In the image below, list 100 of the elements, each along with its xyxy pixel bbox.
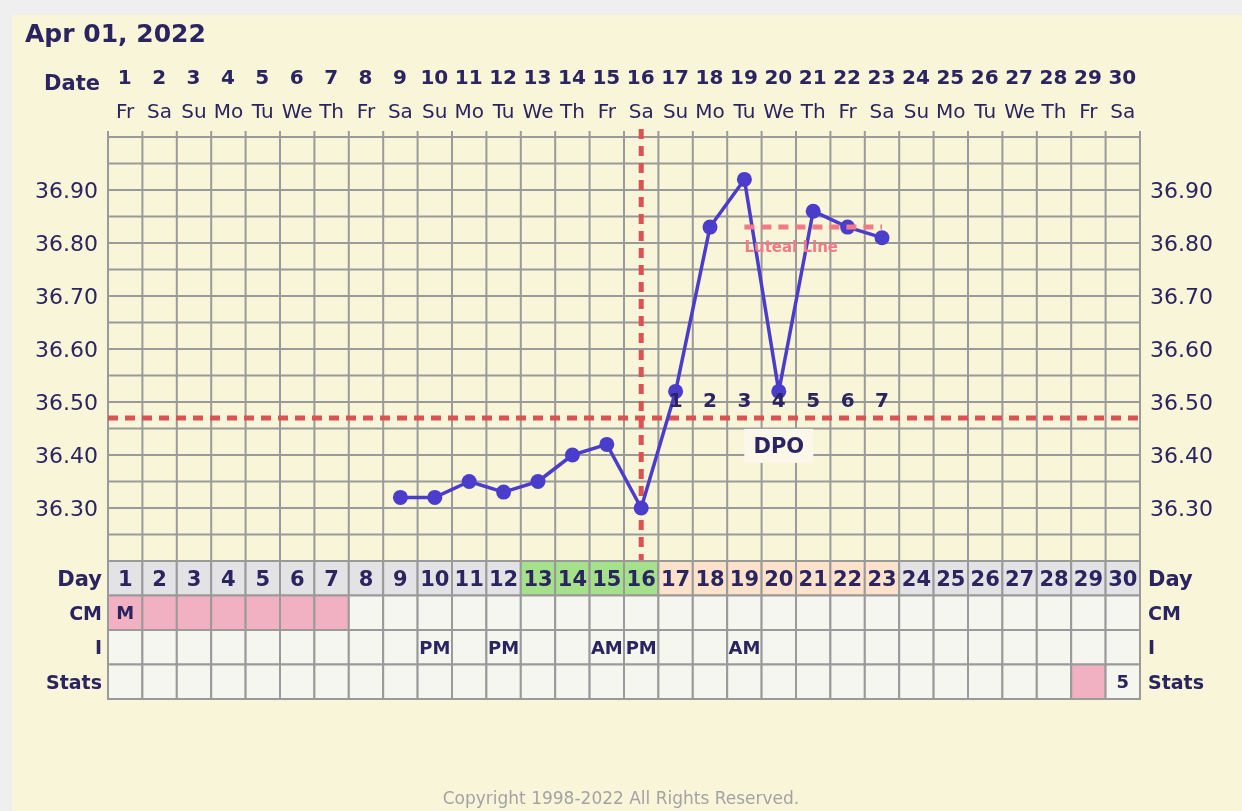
y-tick-label: 36.40 (35, 442, 98, 468)
x-tick-label: 1 Fr (116, 65, 139, 123)
annotation: 3 (737, 388, 752, 413)
x-tick-label: 2 Sa (147, 65, 174, 123)
x-tick-label: 8 Fr (356, 65, 380, 123)
x-tick-label: 23 Sa (867, 65, 903, 123)
text: AM (728, 636, 761, 658)
x-tick-label: 25 Mo (936, 65, 972, 123)
data-label: 18 (695, 566, 725, 591)
category-label: CM (1148, 601, 1181, 624)
data-label: 20 (764, 566, 794, 591)
data-label: 9 (393, 566, 408, 591)
data-label: 24 (901, 566, 932, 591)
data-label: 15 (592, 566, 622, 591)
data-label: 13 (523, 566, 553, 591)
x-tick-label: 29 Fr (1074, 65, 1109, 123)
data-label: 26 (970, 566, 1000, 591)
y2-tick-label: 36.40 (1150, 442, 1213, 468)
x-tick-label: 20 We (763, 65, 800, 123)
point (599, 436, 615, 452)
x-tick-label: 28 Th (1039, 65, 1075, 123)
category-label: Stats (46, 670, 102, 693)
data-label: 10 (420, 566, 450, 591)
data-label: 5 (255, 566, 271, 591)
data-label: 11 (454, 566, 484, 591)
data-label: 21 (798, 566, 828, 591)
x-tick-label: 3 Su (181, 65, 208, 123)
y-tick-label: 36.60 (35, 336, 98, 362)
category-label: I (94, 636, 102, 659)
annotation: 6 (840, 388, 855, 413)
x-tick-label: 12 Tu (489, 65, 524, 123)
text: AM (590, 636, 623, 658)
annotation: 7 (875, 388, 889, 413)
x-tick-label: 6 We (281, 65, 313, 123)
data-label: 14 (557, 566, 588, 591)
point (530, 474, 546, 489)
y2-tick-label: 36.80 (1150, 230, 1213, 256)
x-tick-label: 19 Tu (730, 65, 765, 123)
text: PM (488, 636, 520, 658)
data-label: 8 (358, 566, 374, 591)
data-label: 27 (1004, 566, 1035, 591)
text: PM (625, 636, 657, 658)
category-label: Stats (1148, 670, 1204, 693)
annotation: 2 (703, 388, 717, 413)
y-tick-label: 36.70 (35, 283, 98, 309)
x-tick-label: 14 Th (558, 65, 593, 123)
data-label: 22 (832, 566, 863, 591)
annotation: 1 (668, 388, 683, 413)
point (564, 447, 580, 463)
data-label: 19 (729, 566, 760, 591)
annotation: DPO (753, 434, 805, 459)
data-label: 2 (152, 566, 167, 591)
x-tick-label: 22 Fr (833, 65, 868, 123)
text: Copyright 1998-2022 All Rights Reserved. (442, 788, 800, 808)
data-label: 4 (221, 566, 236, 591)
x-tick-label: 26 Tu (970, 65, 1006, 123)
x-tick-label: 10 Su (420, 65, 456, 123)
point (496, 484, 512, 500)
data-label: 3 (186, 566, 202, 591)
y2-tick-label: 36.70 (1150, 283, 1213, 309)
x-tick-label: 16 Sa (626, 65, 662, 123)
point (427, 489, 443, 505)
data-label: 30 (1108, 566, 1138, 591)
data-label: 1 (117, 566, 133, 591)
y-tick-label: 36.80 (35, 230, 98, 256)
text: 5 (1116, 671, 1130, 693)
y2-tick-label: 36.30 (1150, 495, 1213, 521)
x-tick-label: 30 Sa (1108, 65, 1144, 123)
data-label: 12 (488, 566, 519, 591)
text: PM (419, 636, 451, 658)
category-label: CM (69, 601, 102, 624)
data-label: 17 (660, 566, 691, 591)
data-label: 29 (1073, 566, 1104, 591)
point (392, 489, 408, 505)
data-label: 16 (626, 566, 656, 591)
x-tick-label: 21 Th (798, 65, 834, 123)
point (805, 203, 821, 219)
x-tick-label: 15 Fr (592, 65, 628, 123)
y2-tick-label: Day (1148, 566, 1193, 591)
x-tick-label: 7 Th (318, 65, 346, 123)
x-tick-label: 18 Mo (695, 65, 731, 123)
x-tick-label: 13 We (522, 65, 559, 123)
point (702, 219, 718, 235)
x-tick-label: 9 Sa (387, 65, 414, 123)
y-tick-label: 36.90 (35, 177, 98, 203)
x-tick-label: 11 Mo (454, 65, 490, 123)
annotation: 5 (806, 388, 821, 413)
data-label: 7 (324, 566, 339, 591)
y-tick-label: 36.50 (35, 389, 98, 415)
x-tick-label: 4 Mo (213, 65, 244, 123)
point (461, 474, 477, 489)
x-tick-label: 5 Tu (250, 65, 277, 123)
point (874, 230, 890, 246)
y2-tick-label: 36.50 (1150, 389, 1213, 415)
y-tick-label: Day (57, 566, 103, 591)
y2-tick-label: 36.60 (1150, 336, 1213, 362)
text: M (116, 602, 135, 624)
point (736, 171, 752, 187)
y-tick-label: 36.30 (35, 495, 98, 521)
category-label: I (1148, 636, 1156, 659)
